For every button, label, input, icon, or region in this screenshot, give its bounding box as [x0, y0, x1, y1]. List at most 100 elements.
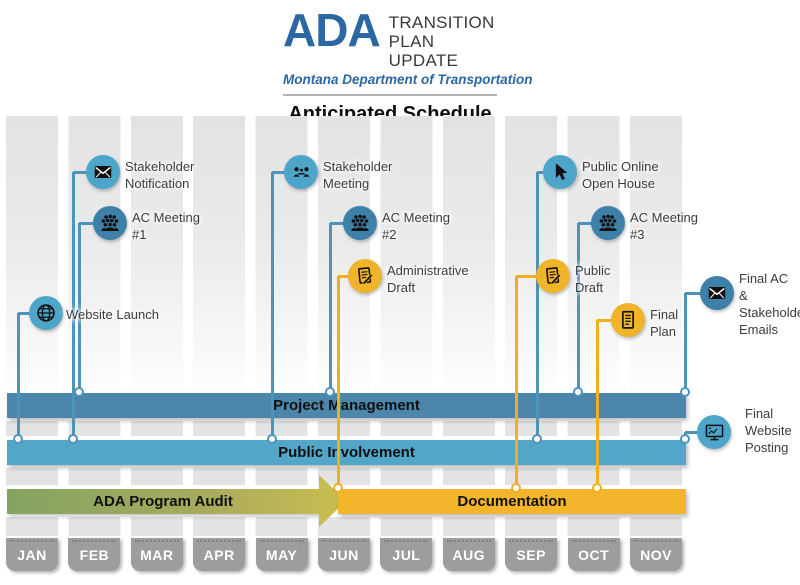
document-pencil-icon: [358, 267, 374, 285]
connector-endpoint-dot: [332, 482, 343, 493]
month-jan: JAN: [6, 538, 58, 571]
milestone-label-final-ac-stakeholder-emails: Final AC & Stakeholder Emails: [739, 271, 800, 337]
milestone-website-launch: [29, 296, 63, 330]
month-mar: MAR: [130, 538, 183, 571]
milestone-label-ac-meeting-2: AC Meeting #2: [382, 210, 450, 242]
connector-stakeholder-notification: [73, 170, 88, 174]
logo-ada-text: ADA: [283, 4, 381, 56]
connector-ac-meeting-1: [79, 221, 95, 225]
month-aug: AUG: [442, 538, 495, 571]
background-stripes-row2: [6, 421, 682, 436]
connector-final-ac-stakeholder-emails: [683, 293, 687, 391]
milestone-public-draft: [536, 259, 570, 293]
connector-ac-meeting-3: [576, 223, 580, 391]
connector-endpoint-dot: [510, 482, 521, 493]
connector-ac-meeting-1: [77, 223, 81, 391]
cursor-icon: [555, 163, 568, 181]
connector-endpoint-dot: [591, 482, 602, 493]
phase-bar-documentation: Documentation: [338, 489, 686, 514]
phase-label: Documentation: [457, 493, 567, 510]
connector-website-launch: [18, 311, 32, 315]
milestone-stakeholder-meeting: [284, 155, 318, 189]
milestone-label-ac-meeting-3: AC Meeting #3: [630, 210, 698, 242]
connector-endpoint-dot: [67, 433, 78, 444]
connector-endpoint-dot: [73, 386, 84, 397]
month-jun: JUN: [318, 538, 370, 571]
connector-public-draft: [516, 274, 538, 278]
connector-endpoint-dot: [266, 433, 277, 444]
milestone-ac-meeting-3: [591, 206, 625, 240]
logo-title-line1: TRANSITION: [388, 13, 495, 32]
crowd-icon: [599, 214, 617, 231]
connector-final-website-posting: [685, 430, 698, 434]
connector-stakeholder-meeting: [272, 170, 286, 174]
monitor-icon: [705, 424, 723, 440]
connector-endpoint-dot: [679, 433, 690, 444]
milestone-label-stakeholder-notification: Stakeholder Notification: [125, 159, 195, 191]
phase-label: Project Management: [273, 397, 420, 414]
milestone-final-website-posting: [697, 415, 731, 449]
connector-website-launch: [16, 313, 20, 438]
milestone-ac-meeting-1: [93, 206, 127, 240]
milestone-administrative-draft: [348, 259, 382, 293]
connector-final-plan: [595, 320, 599, 487]
month-jul: JUL: [380, 538, 433, 571]
phase-label: Public Involvement: [278, 444, 415, 461]
connector-endpoint-dot: [572, 386, 583, 397]
meeting-icon: [292, 166, 310, 177]
envelope-icon: [708, 287, 726, 299]
document-icon: [622, 310, 634, 329]
month-nov: NOV: [630, 538, 682, 571]
header: ADA TRANSITION PLAN UPDATE Montana Depar…: [283, 4, 533, 126]
connector-ac-meeting-3: [578, 221, 593, 225]
month-feb: FEB: [68, 538, 121, 571]
phase-label: ADA Program Audit: [93, 493, 233, 510]
connector-public-online-open-house: [535, 172, 539, 438]
milestone-stakeholder-notification: [86, 155, 120, 189]
envelope-icon: [94, 166, 112, 178]
background-stripes-top: [6, 116, 682, 391]
milestone-final-ac-stakeholder-emails: [700, 276, 734, 310]
month-may: MAY: [255, 538, 308, 571]
milestone-label-ac-meeting-1: AC Meeting #1: [132, 210, 200, 242]
milestone-public-online-open-house: [543, 155, 577, 189]
connector-administrative-draft: [338, 274, 350, 278]
phase-bar-public-involvement: Public Involvement: [7, 440, 686, 465]
phase-bar-project-management: Project Management: [7, 393, 686, 418]
connector-endpoint-dot: [12, 433, 23, 444]
milestone-ac-meeting-2: [343, 206, 377, 240]
connector-public-online-open-house: [537, 170, 545, 174]
globe-icon: [37, 304, 55, 322]
logo-title: TRANSITION PLAN UPDATE: [389, 8, 497, 70]
milestone-label-public-online-open-house: Public Online Open House: [582, 159, 659, 191]
connector-endpoint-dot: [679, 386, 690, 397]
month-oct: OCT: [567, 538, 620, 571]
milestone-label-public-draft: Public Draft: [575, 263, 611, 295]
connector-ac-meeting-2: [330, 221, 345, 225]
connector-public-draft: [514, 276, 518, 487]
month-apr: APR: [193, 538, 246, 571]
connector-ac-meeting-2: [328, 223, 332, 391]
connector-stakeholder-notification: [71, 172, 75, 438]
milestone-label-website-launch: Website Launch: [66, 307, 159, 322]
crowd-icon: [351, 214, 369, 231]
connector-final-plan: [597, 318, 612, 322]
milestone-label-final-plan: Final Plan: [650, 307, 679, 339]
document-pencil-icon: [546, 267, 562, 285]
logo-title-line2: PLAN UPDATE: [388, 32, 459, 70]
milestone-label-final-website-posting: Final Website Posting: [745, 406, 792, 455]
connector-final-ac-stakeholder-emails: [685, 291, 701, 295]
milestone-final-plan: [611, 303, 645, 337]
connector-stakeholder-meeting: [270, 172, 274, 438]
crowd-icon: [101, 214, 119, 231]
logo-subtitle: Montana Department of Transportation: [283, 72, 533, 87]
phase-bar-ada-program-audit: ADA Program Audit: [7, 489, 319, 514]
logo: ADA TRANSITION PLAN UPDATE: [283, 4, 497, 70]
header-divider: [283, 94, 497, 96]
connector-endpoint-dot: [531, 433, 542, 444]
connector-endpoint-dot: [324, 386, 335, 397]
connector-administrative-draft: [336, 276, 340, 487]
month-sep: SEP: [505, 538, 558, 571]
milestone-label-stakeholder-meeting: Stakeholder Meeting: [323, 159, 393, 191]
